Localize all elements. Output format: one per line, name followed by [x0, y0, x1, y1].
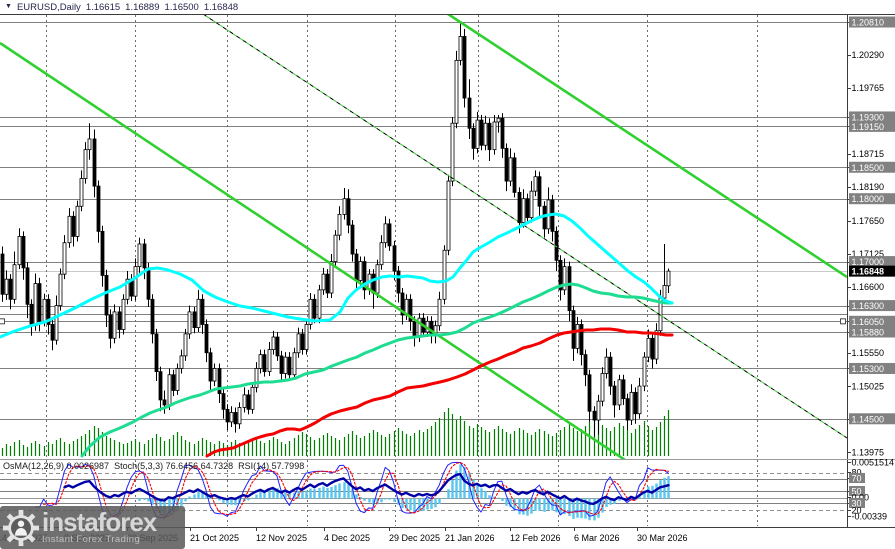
indicator-axis-label: 80: [852, 468, 862, 478]
moving-average-mid-green: [80, 282, 674, 458]
price-axis-label: 1.15300: [852, 364, 885, 374]
price-axis-label: 1.17000: [852, 257, 885, 267]
volume-bars: [1, 408, 670, 456]
price-axis-label: 1.13975: [852, 447, 885, 457]
stochastic-d-line: [43, 461, 670, 518]
price-axis-label: 1.18000: [852, 194, 885, 204]
collapse-indicator-icon[interactable]: ▼: [5, 3, 12, 10]
date-axis-label: 4 Dec 2025: [324, 533, 370, 543]
indicator-axis-label: 20: [852, 506, 862, 516]
rsi-line: [63, 472, 670, 506]
date-axis-label: 21 Jan 2026: [445, 533, 495, 543]
date-axis-label: 30 Mar 2026: [637, 533, 688, 543]
logo-wordmark: instaforex: [42, 507, 157, 537]
price-axis-label: 1.17125: [852, 249, 885, 259]
indicator-axis-label: 50: [852, 487, 862, 497]
date-axis-label: 12 Nov 2025: [256, 533, 307, 543]
indicator-axis-label: 70: [852, 474, 862, 484]
price-axis-label: 1.15025: [852, 381, 885, 391]
price-axis-label: 1.16300: [852, 301, 885, 311]
price-axis-label: 1.19300: [852, 112, 885, 122]
price-axis-label: 1.17650: [852, 216, 885, 226]
date-axis-label: 6 Mar 2026: [574, 533, 620, 543]
ohlc-open-value: 1.16615: [85, 1, 121, 13]
indicator-axis-label: 0.0051514: [852, 458, 895, 468]
symbol-timeframe-label: EURUSD,Daily: [16, 1, 81, 13]
chart-title-bar: ▼ EURUSD,Daily 1.16615 1.16889 1.16500 1…: [5, 1, 238, 13]
price-axis-label: 1.14500: [852, 414, 885, 424]
price-axis-label: 1.19765: [852, 83, 885, 93]
current-price-badge: 1.16848: [852, 267, 885, 277]
ohlc-high-value: 1.16889: [125, 1, 160, 13]
price-axis-label: 1.18715: [852, 149, 885, 159]
moving-average-slow-red: [205, 327, 674, 458]
price-axis-label: 1.19150: [852, 122, 885, 132]
ohlc-low-value: 1.16500: [164, 1, 199, 13]
price-axis-label: 1.20290: [852, 50, 885, 60]
price-axis-label: 1.16050: [852, 317, 885, 327]
selected-line-handles[interactable]: [0, 318, 846, 325]
indicator-parameters-label: OsMA(12,26,9) 0.0026987 Stoch(5,3,3) 76.…: [3, 461, 305, 471]
candles[interactable]: [0, 23, 671, 437]
instaforex-logo-watermark: instaforex Instant Forex Trading: [0, 506, 185, 549]
indicator-axis-label: 0.00: [852, 493, 870, 503]
indicator-axis-label: 30: [852, 499, 862, 509]
price-axis-label: 1.15550: [852, 348, 885, 358]
gear-person-icon: [2, 509, 40, 546]
price-axis-label: 1.18190: [852, 182, 885, 192]
ohlc-close-value: 1.16848: [203, 1, 239, 13]
date-axis-label: 12 Feb 2026: [510, 533, 561, 543]
trend-lines[interactable]: [0, 14, 847, 460]
moving-average-fast-cyan: [0, 212, 674, 339]
logo-tagline: Instant Forex Trading: [42, 534, 141, 545]
price-axis-label: 1.16600: [852, 282, 885, 292]
price-axis-label: 1.20810: [852, 18, 885, 28]
support-resistance-lines: [0, 22, 847, 420]
price-axis-label: 1.18500: [852, 163, 885, 173]
date-axis-label: 29 Dec 2025: [389, 533, 440, 543]
indicator-axis-label: -0.00339: [852, 512, 888, 522]
date-axis-label: 21 Oct 2025: [190, 533, 239, 543]
price-axis-label: 1.15880: [852, 327, 885, 337]
